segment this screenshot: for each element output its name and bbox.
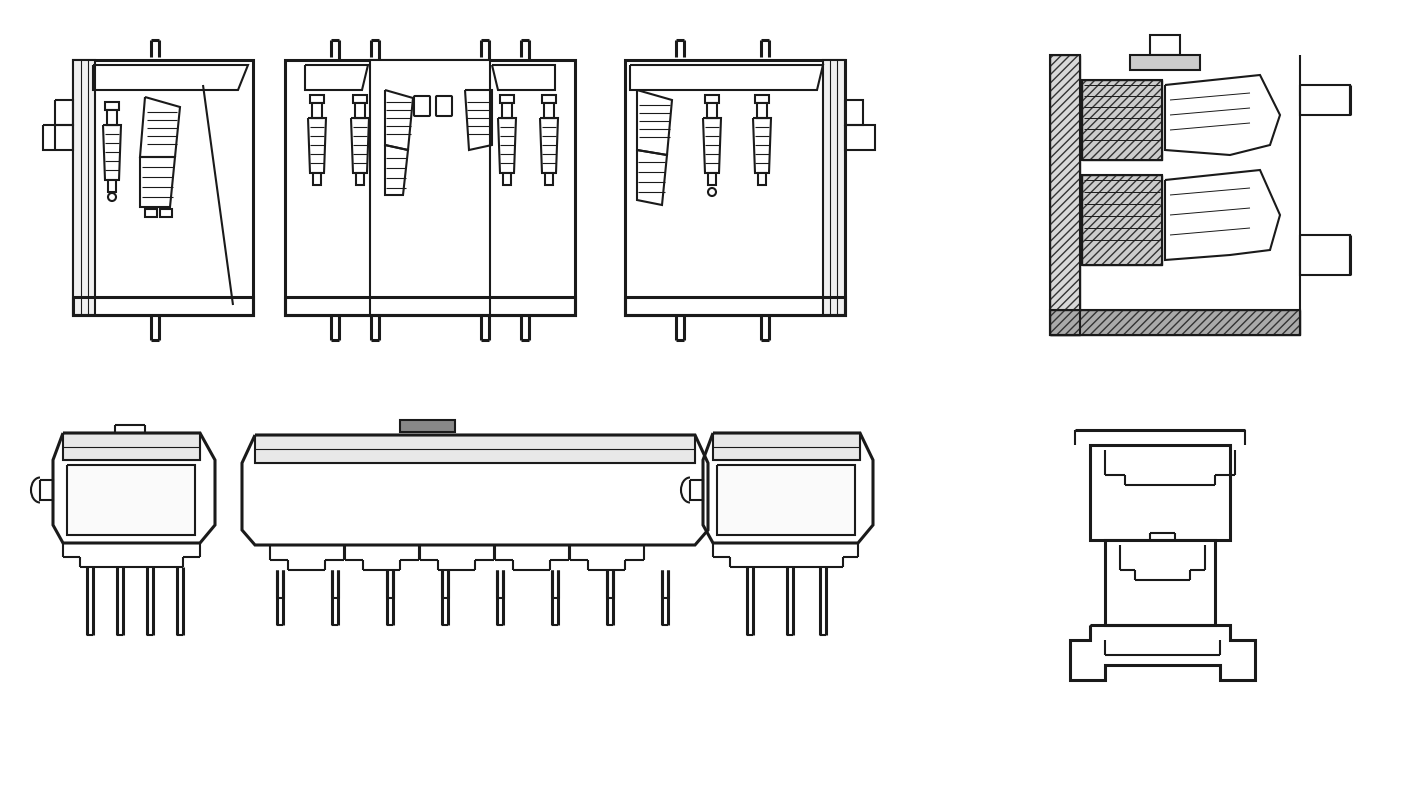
Bar: [1049, 55, 1081, 335]
Polygon shape: [55, 100, 72, 125]
Bar: [758, 173, 765, 185]
Polygon shape: [638, 150, 667, 205]
FancyBboxPatch shape: [415, 96, 430, 116]
Polygon shape: [1164, 170, 1279, 260]
Polygon shape: [305, 65, 368, 90]
Polygon shape: [638, 90, 672, 155]
Polygon shape: [256, 435, 694, 463]
Bar: [545, 173, 552, 185]
Bar: [310, 95, 324, 103]
Bar: [625, 60, 845, 315]
Polygon shape: [385, 145, 408, 195]
Bar: [709, 173, 716, 185]
Polygon shape: [630, 65, 824, 90]
Polygon shape: [498, 118, 515, 173]
Bar: [105, 102, 119, 110]
Bar: [371, 60, 490, 315]
Bar: [354, 95, 366, 103]
Bar: [356, 173, 364, 185]
Bar: [757, 103, 767, 118]
Bar: [72, 60, 95, 315]
Bar: [1105, 540, 1216, 625]
Bar: [1091, 445, 1230, 540]
Polygon shape: [40, 480, 53, 500]
Bar: [312, 173, 321, 185]
Polygon shape: [141, 157, 175, 207]
Bar: [1082, 175, 1162, 265]
Bar: [145, 209, 158, 217]
Polygon shape: [385, 90, 413, 150]
Polygon shape: [540, 118, 558, 173]
Bar: [1082, 80, 1162, 160]
Polygon shape: [351, 118, 369, 173]
Polygon shape: [717, 465, 855, 535]
Ellipse shape: [108, 193, 116, 201]
Bar: [503, 173, 511, 185]
Bar: [355, 103, 365, 118]
Polygon shape: [464, 90, 491, 150]
Polygon shape: [285, 297, 575, 315]
Bar: [1049, 310, 1299, 335]
Polygon shape: [62, 433, 200, 460]
Polygon shape: [1299, 235, 1350, 275]
Bar: [400, 420, 454, 432]
Bar: [503, 103, 513, 118]
Polygon shape: [104, 125, 121, 180]
Polygon shape: [43, 125, 72, 150]
Polygon shape: [67, 465, 195, 535]
Polygon shape: [1299, 85, 1350, 115]
Bar: [1130, 55, 1200, 70]
Bar: [1150, 35, 1180, 55]
Polygon shape: [845, 125, 875, 150]
Polygon shape: [72, 297, 253, 315]
Polygon shape: [491, 65, 555, 90]
Bar: [106, 110, 116, 125]
Bar: [160, 209, 172, 217]
Bar: [544, 103, 554, 118]
Polygon shape: [1164, 75, 1279, 155]
Polygon shape: [308, 118, 327, 173]
FancyBboxPatch shape: [436, 96, 452, 116]
Polygon shape: [92, 65, 248, 90]
Bar: [500, 95, 514, 103]
Bar: [1049, 310, 1299, 335]
Bar: [285, 60, 575, 315]
Bar: [1049, 55, 1081, 335]
Polygon shape: [703, 433, 873, 543]
Polygon shape: [1071, 625, 1255, 680]
Bar: [72, 60, 253, 315]
Bar: [312, 103, 322, 118]
Bar: [108, 180, 116, 192]
Polygon shape: [53, 433, 214, 543]
Bar: [704, 95, 719, 103]
Polygon shape: [753, 118, 771, 173]
Polygon shape: [845, 100, 863, 125]
Polygon shape: [141, 97, 180, 157]
Bar: [707, 103, 717, 118]
Bar: [1082, 175, 1162, 265]
Polygon shape: [703, 118, 721, 173]
Polygon shape: [241, 435, 709, 545]
Bar: [824, 60, 845, 315]
Bar: [755, 95, 770, 103]
Polygon shape: [690, 480, 703, 500]
Bar: [1082, 80, 1162, 160]
Bar: [542, 95, 557, 103]
Polygon shape: [625, 297, 845, 315]
Polygon shape: [713, 433, 861, 460]
Ellipse shape: [709, 188, 716, 196]
